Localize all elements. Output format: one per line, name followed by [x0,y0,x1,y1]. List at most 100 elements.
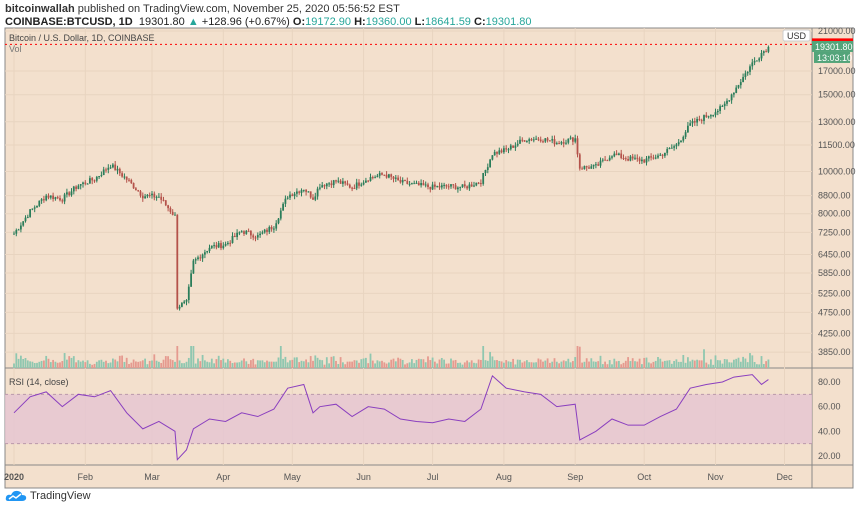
candle-body [404,179,406,181]
candle-body [489,159,491,168]
volume-bar [654,360,657,368]
high-value: 19360.00 [365,16,412,28]
candle-body [657,155,659,158]
volume-bar [371,360,374,368]
candle-body [286,197,289,199]
volume-bar [250,360,252,368]
candle-body [578,154,581,169]
author[interactable]: bitcoinwallah [5,3,75,15]
volume-bar [20,355,22,368]
candle-body [98,176,100,178]
candle-body [155,196,158,198]
low-value: 18641.59 [425,16,471,28]
volume-bar [698,360,701,368]
candle-body [636,157,639,159]
volume-bar [215,359,218,368]
candle-body [233,235,236,238]
candle-body [723,103,726,106]
volume-bar [516,359,519,368]
candle-body [61,200,64,202]
candle-body [737,85,740,88]
volume-bar [392,358,395,368]
rsi-tick-label: 20.00 [818,451,841,461]
volume-bar [344,364,347,368]
volume-bar [275,361,278,368]
volume-bar [47,358,50,368]
volume-bar [503,362,505,368]
candle-body [277,218,280,224]
volume-bar [229,360,232,368]
volume-bar [72,356,75,368]
candle-body [408,183,411,185]
candle-body [261,232,264,234]
volume-bar [181,363,183,368]
candle-body [503,148,505,153]
time-tick-label: Jun [356,472,371,482]
candle-body [544,138,547,142]
candle-body [146,194,149,197]
candle-body [760,53,763,59]
publish-info: bitcoinwallah published on TradingView.c… [5,3,400,15]
candle-body [105,169,107,171]
candle-body [588,167,590,169]
candle-body [721,105,724,107]
volume-bar [696,359,698,368]
volume-bar [298,362,301,368]
volume-bar [197,358,199,368]
volume-bar [374,363,376,368]
candle-body [210,245,213,248]
candle-body [68,192,71,196]
volume-bar [581,362,583,368]
candle-body [300,190,303,193]
volume-bar [434,361,436,368]
candle-body [153,193,156,198]
candle-body [116,168,119,171]
candle-body [197,257,199,260]
volume-bar [480,359,482,368]
volume-bar [707,364,710,368]
candle-body [486,167,489,170]
volume-bar [109,362,112,368]
candle-body [213,245,215,247]
volume-bar [565,361,567,368]
candle-body [167,205,169,209]
candle-body [29,209,31,217]
candle-body [650,156,652,158]
low-label: L: [414,16,426,28]
candle-body [192,260,195,274]
candle-body [526,141,528,143]
volume-bar [176,346,179,368]
volume-bar [606,364,609,368]
candle-body [231,235,234,243]
volume-bar [590,358,593,368]
candle-body [735,87,738,93]
candle-body [362,182,365,185]
volume-bar [107,363,110,368]
volume-bar [24,357,27,368]
candle-body [109,167,112,169]
candle-body [710,115,712,117]
candle-body [574,138,577,142]
candle-body [767,46,770,52]
volume-bar [542,361,544,368]
candle-body [431,184,434,190]
volume-bar [555,361,558,368]
candle-body [399,180,402,183]
candle-body [668,147,671,149]
candle-body [268,227,271,232]
volume-bar [641,364,643,368]
candle-body [622,158,625,160]
volume-bar [227,359,229,368]
candle-body [160,196,163,200]
volume-bar [146,364,149,368]
volume-bar [130,362,133,368]
volume-bar [70,357,73,368]
tradingview-logo[interactable]: TradingView [5,489,91,502]
volume-bar [470,360,473,368]
close-value: 19301.80 [485,16,532,28]
volume-bar [210,358,213,368]
currency-label: USD [787,31,807,41]
candle-body [378,173,381,176]
volume-bar [36,362,38,368]
